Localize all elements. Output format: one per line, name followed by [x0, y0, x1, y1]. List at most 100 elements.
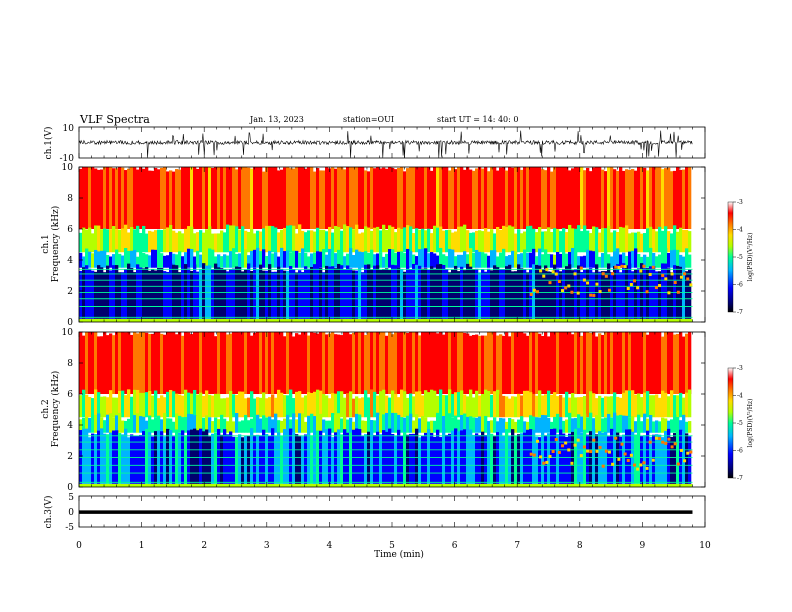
spectrogram-column — [580, 256, 584, 268]
spectrogram-column — [604, 396, 608, 418]
spectrogram-column — [298, 270, 302, 319]
spectrogram-column — [172, 230, 176, 253]
spectrogram-column — [358, 251, 362, 268]
spectrogram-column — [649, 167, 653, 229]
spectrogram-column — [667, 332, 671, 394]
spectrogram-column — [91, 433, 95, 484]
spectrogram-column — [538, 167, 542, 229]
spectrogram-column — [268, 435, 272, 484]
spectrogram-column — [259, 332, 263, 394]
spectrogram-column — [367, 397, 371, 418]
spectrogram-column — [634, 170, 638, 229]
emission-mark — [604, 274, 608, 278]
spectrogram-column — [211, 233, 215, 253]
y-tick-label: 10 — [62, 328, 74, 338]
spectrogram-column — [223, 232, 227, 253]
spectrogram-column — [250, 250, 254, 268]
spectrogram-column — [619, 254, 623, 268]
spectrogram-column — [433, 167, 437, 229]
spectrogram-column — [511, 167, 515, 229]
spectrogram-column — [598, 232, 602, 253]
spectrogram-column — [355, 270, 359, 319]
spectrogram-column — [415, 264, 419, 319]
spectrogram-column — [325, 429, 329, 484]
spectrogram-column — [232, 436, 236, 484]
emission-mark — [548, 281, 552, 285]
spectrogram-column — [130, 167, 134, 229]
spectrogram-column — [652, 252, 656, 268]
emission-mark — [617, 457, 621, 461]
spectrogram-column — [622, 263, 626, 319]
spectrogram-column — [139, 392, 143, 418]
spectrogram-column — [202, 232, 206, 253]
spectrogram-column — [673, 334, 677, 394]
spectrogram-column — [163, 229, 167, 253]
spectrogram-column — [145, 428, 149, 484]
emission-mark — [617, 265, 621, 269]
emission-mark — [567, 448, 571, 452]
spectrogram-column — [532, 332, 536, 394]
spectrogram-column — [394, 332, 398, 394]
spectrogram-column — [376, 167, 380, 229]
spectrogram-column — [196, 394, 200, 418]
spectrogram-column — [247, 167, 251, 229]
spectrogram-column — [469, 248, 473, 268]
spectrogram-column — [361, 436, 365, 484]
spectrogram-column — [454, 415, 458, 433]
emission-mark — [620, 264, 624, 268]
spectrogram-column — [268, 167, 272, 229]
spectrogram-column — [229, 390, 233, 418]
spectrogram-column — [286, 430, 290, 484]
spectrogram-column — [610, 396, 614, 418]
spectrogram-column — [574, 269, 578, 319]
spectrogram-column — [433, 268, 437, 319]
y-tick-label: 2 — [67, 287, 73, 297]
spectrogram-column — [337, 249, 341, 268]
spectrogram-column — [436, 395, 440, 418]
emission-mark — [589, 293, 593, 297]
spectrogram-column — [436, 227, 440, 253]
figure-title: VLF Spectra — [79, 113, 150, 126]
spectrogram-column — [664, 392, 668, 418]
spectrogram-column — [442, 428, 446, 484]
spectrogram-column — [289, 389, 293, 418]
emission-mark — [664, 441, 668, 445]
spectrogram-column — [340, 251, 344, 268]
spectrogram-column — [385, 229, 389, 253]
spectrogram-column — [529, 415, 533, 433]
spectrogram-column — [370, 420, 374, 433]
spectrogram-column — [358, 398, 362, 418]
spectrogram-column — [640, 263, 644, 319]
spectrogram-column — [253, 435, 257, 484]
emission-mark — [676, 462, 680, 466]
spectrogram-column — [685, 421, 689, 433]
spectrogram-column — [367, 264, 371, 319]
spectrogram-column — [265, 433, 269, 484]
spectrogram-column — [634, 248, 638, 268]
spectrogram-column — [103, 396, 107, 418]
spectrogram-column — [301, 332, 305, 394]
spectrogram-column — [595, 167, 599, 229]
spectrogram-column — [361, 272, 365, 319]
spectrogram-column — [670, 250, 674, 268]
spectrogram-column — [100, 169, 104, 229]
spectrogram-column — [439, 247, 443, 268]
spectrogram-column — [454, 256, 458, 268]
spectrogram-column — [568, 252, 572, 268]
emission-mark — [601, 272, 605, 276]
spectrogram-column — [508, 264, 512, 319]
spectrogram-column — [547, 167, 551, 229]
spectrogram-column — [571, 168, 575, 229]
spectrogram-column — [325, 420, 329, 433]
spectrogram-column — [361, 420, 365, 433]
spectrogram-column — [496, 267, 500, 319]
spectrogram-column — [478, 395, 482, 418]
spectrogram-column — [232, 394, 236, 418]
spectrogram-column — [199, 428, 203, 484]
spectrogram-column — [646, 334, 650, 394]
spectrogram-column — [478, 251, 482, 268]
spectrogram-column — [508, 225, 512, 253]
spectrogram-column — [325, 254, 329, 268]
spectrogram-column — [208, 332, 212, 394]
spectrogram-column — [661, 230, 665, 253]
